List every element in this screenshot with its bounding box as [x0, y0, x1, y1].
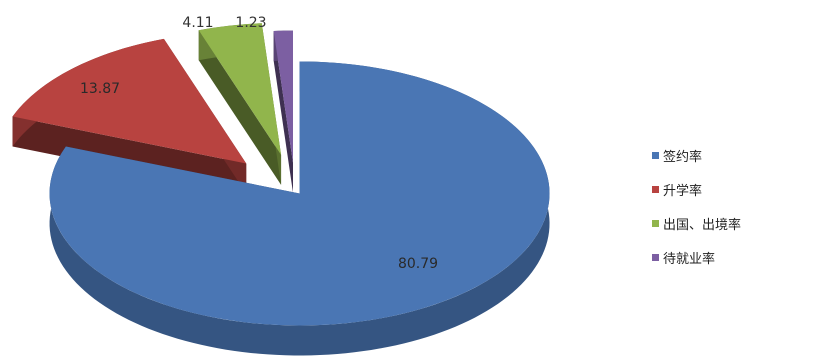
pie-slice-top-further-study: [12, 38, 247, 164]
legend-item-signed: 签约率: [652, 146, 812, 165]
legend-item-further-study: 升学率: [652, 180, 812, 199]
chart-legend: 签约率 升学率 出国、出境率 待就业率: [652, 146, 812, 282]
pie-slice-wall-pending-0: [273, 30, 293, 193]
data-label-further-study: 13.87: [80, 81, 120, 97]
pie-slice-signed: [49, 61, 550, 356]
legend-label-further-study: 升学率: [663, 183, 703, 199]
legend-label-signed: 签约率: [663, 149, 703, 165]
data-label-abroad: 4.11: [182, 15, 213, 31]
pie-slice-top-signed: [49, 61, 550, 326]
legend-label-abroad: 出国、出境率: [663, 217, 742, 233]
pie-slice-top-pending: [273, 30, 293, 163]
data-label-signed: 80.79: [398, 256, 438, 272]
legend-swatch-further-study: [652, 185, 659, 193]
legend-swatch-abroad: [652, 219, 659, 227]
legend-label-pending: 待就业率: [663, 251, 716, 267]
pie-slice-pending: [273, 30, 293, 193]
legend-swatch-signed: [652, 151, 659, 159]
pie-slice-top-abroad: [198, 23, 282, 155]
data-label-pending: 1.23: [235, 15, 266, 31]
legend-item-pending: 待就业率: [652, 248, 812, 267]
pie-slice-abroad: [198, 23, 282, 185]
pie-slice-wall-abroad-0: [198, 30, 282, 185]
legend-item-abroad: 出国、出境率: [652, 214, 812, 233]
legend-swatch-pending: [652, 253, 659, 261]
